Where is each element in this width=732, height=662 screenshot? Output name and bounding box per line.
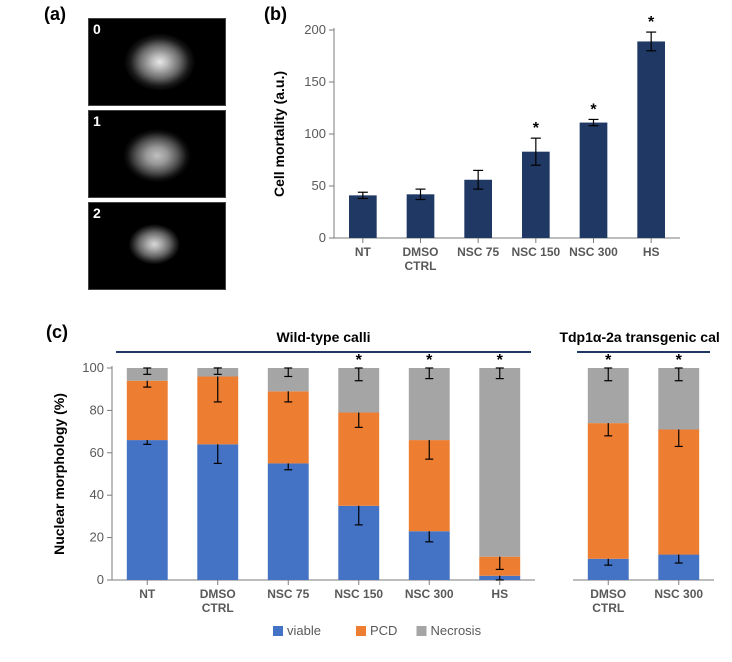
microscopy-column: 0 1 2: [88, 18, 224, 294]
svg-text:*: *: [533, 120, 540, 137]
svg-text:NSC 150: NSC 150: [334, 587, 383, 601]
svg-text:*: *: [426, 352, 433, 369]
svg-text:*: *: [497, 352, 504, 369]
svg-text:NSC 75: NSC 75: [457, 245, 499, 259]
microscopy-image-2: 2: [88, 202, 226, 290]
stacked-segment: [658, 429, 699, 554]
svg-text:CTRL: CTRL: [592, 601, 624, 615]
microscopy-image-1: 1: [88, 110, 226, 198]
stacked-segment: [127, 440, 168, 580]
svg-text:DMSO: DMSO: [200, 587, 236, 601]
svg-text:DMSO: DMSO: [590, 587, 626, 601]
stacked-segment: [588, 423, 629, 559]
legend-swatch: [273, 626, 283, 636]
svg-text:100: 100: [304, 126, 326, 141]
svg-text:NT: NT: [139, 587, 156, 601]
svg-text:80: 80: [90, 402, 104, 417]
svg-text:Cell mortality (a.u.): Cell mortality (a.u.): [271, 71, 287, 197]
image-corner-0: 0: [93, 21, 101, 37]
legend-label: Necrosis: [431, 623, 482, 638]
legend-swatch: [417, 626, 427, 636]
legend-label: PCD: [370, 623, 397, 638]
svg-text:NSC 300: NSC 300: [405, 587, 454, 601]
svg-text:60: 60: [90, 445, 104, 460]
microscopy-image-0: 0: [88, 18, 226, 106]
legend-label: viable: [287, 623, 321, 638]
svg-text:*: *: [590, 101, 597, 118]
svg-text:HS: HS: [491, 587, 508, 601]
svg-text:NSC 75: NSC 75: [267, 587, 309, 601]
bar-chart-b: Cell mortality (a.u.) 0 50 100 150 200 NT DMSOC…: [268, 6, 688, 296]
svg-text:200: 200: [304, 22, 326, 37]
svg-text:NT: NT: [355, 245, 372, 259]
bar: [407, 194, 435, 238]
stacked-segment: [268, 463, 309, 580]
panel-a-label: (a): [44, 4, 66, 25]
svg-text:40: 40: [90, 487, 104, 502]
svg-text:NSC 300: NSC 300: [569, 245, 618, 259]
svg-text:*: *: [356, 352, 363, 369]
svg-text:Tdp1α-2a transgenic calli: Tdp1α-2a transgenic calli: [559, 329, 720, 345]
svg-text:CTRL: CTRL: [405, 259, 437, 273]
stacked-chart-c: Nuclear morphology (%) 0 20 40 60 80 100 Wild-t…: [50, 326, 720, 648]
bar: [637, 41, 665, 238]
svg-text:*: *: [605, 352, 612, 369]
svg-text:HS: HS: [643, 245, 660, 259]
figure-root: (a) 0 1 2 (b) Cell mortality (a.u.)05010…: [0, 0, 732, 662]
svg-text:DMSO: DMSO: [403, 245, 439, 259]
svg-text:Nuclear morphology (%): Nuclear morphology (%): [51, 393, 67, 555]
svg-text:*: *: [648, 14, 655, 31]
svg-text:20: 20: [90, 530, 104, 545]
svg-text:NSC 150: NSC 150: [511, 245, 560, 259]
svg-text:CTRL: CTRL: [202, 601, 234, 615]
svg-text:100: 100: [82, 360, 104, 375]
svg-text:0: 0: [97, 572, 104, 587]
svg-text:0: 0: [319, 230, 326, 245]
svg-text:*: *: [676, 352, 683, 369]
bar: [349, 195, 377, 238]
bar: [580, 123, 608, 238]
svg-text:Wild-type calli: Wild-type calli: [276, 329, 370, 345]
stacked-segment: [197, 444, 238, 580]
stacked-segment: [127, 381, 168, 440]
svg-text:NSC 300: NSC 300: [654, 587, 703, 601]
stacked-segment: [479, 368, 520, 557]
image-corner-1: 1: [93, 113, 101, 129]
svg-text:150: 150: [304, 74, 326, 89]
image-corner-2: 2: [93, 205, 101, 221]
svg-text:50: 50: [312, 178, 326, 193]
legend-swatch: [356, 626, 366, 636]
